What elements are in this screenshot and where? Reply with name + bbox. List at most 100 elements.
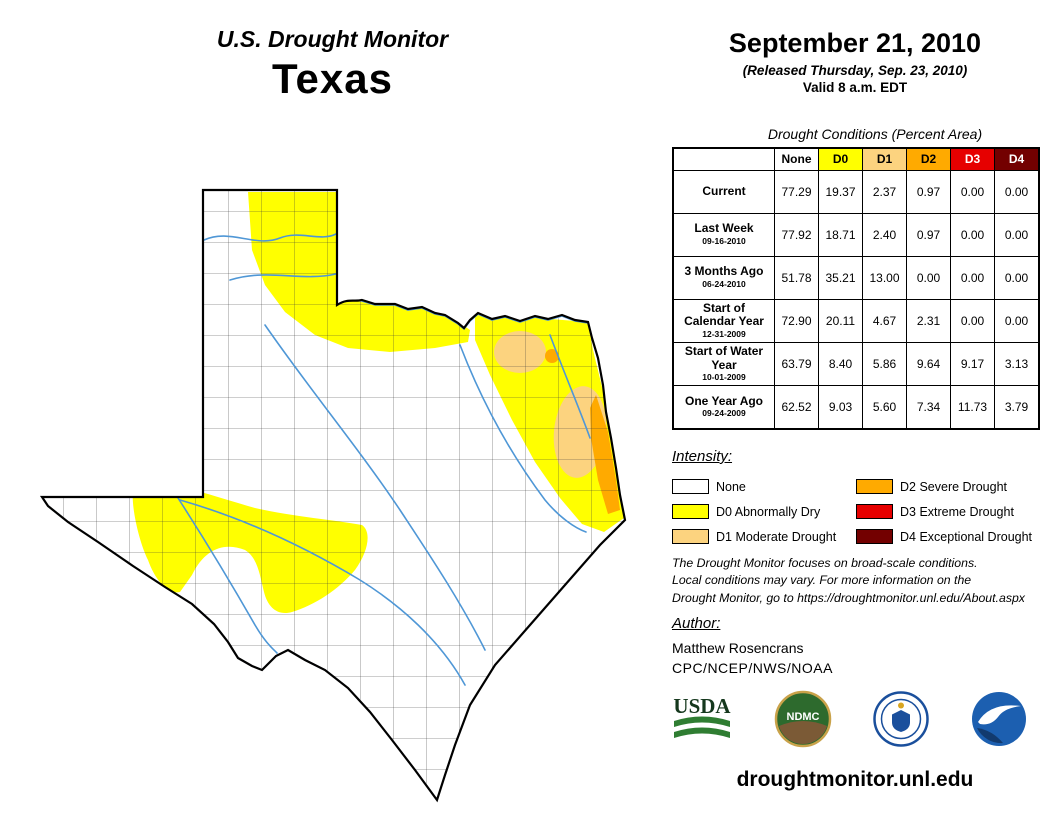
date-block: September 21, 2010 (Released Thursday, S… bbox=[665, 28, 1045, 95]
cell-d2: 7.34 bbox=[906, 385, 951, 430]
legend-item-d1: D1 Moderate Drought bbox=[672, 529, 856, 544]
cell-d4: 3.79 bbox=[994, 385, 1040, 430]
column-header-d4: D4 bbox=[994, 147, 1040, 171]
legend-swatch-none bbox=[672, 479, 709, 494]
author-org: CPC/NCEP/NWS/NOAA bbox=[672, 660, 833, 676]
cell-d3: 9.17 bbox=[950, 341, 995, 387]
legend-label: None bbox=[716, 479, 746, 494]
drought-table: None D0 D1 D2 D3 D4 Current 77.29 19.37 2.37 0.97 0… bbox=[672, 147, 1040, 430]
row-label: Start of Calendar Year 12-31-2009 bbox=[672, 298, 775, 343]
river-pecos bbox=[177, 497, 278, 654]
cell-d1: 5.86 bbox=[862, 341, 907, 387]
row-label: Start of Water Year 10-01-2009 bbox=[672, 341, 775, 387]
legend-item-d2: D2 Severe Drought bbox=[856, 479, 1032, 494]
cell-d3: 11.73 bbox=[950, 385, 995, 430]
legend-label: D2 Severe Drought bbox=[900, 479, 1008, 494]
noaa-logo bbox=[972, 692, 1026, 746]
cell-d3: 0.00 bbox=[950, 169, 995, 214]
disclaimer-line-1: The Drought Monitor focuses on broad-sca… bbox=[672, 556, 978, 570]
cell-none: 51.78 bbox=[774, 255, 819, 300]
cell-none: 63.79 bbox=[774, 341, 819, 387]
cell-d1: 13.00 bbox=[862, 255, 907, 300]
table-row: Current 77.29 19.37 2.37 0.97 0.00 0.00 bbox=[672, 169, 1040, 214]
cell-d2: 2.31 bbox=[906, 298, 951, 343]
column-header-d3: D3 bbox=[950, 147, 995, 171]
cell-d0: 9.03 bbox=[818, 385, 863, 430]
column-header-d0: D0 bbox=[818, 147, 863, 171]
row-label: One Year Ago 09-24-2009 bbox=[672, 385, 775, 430]
release-date: (Released Thursday, Sep. 23, 2010) bbox=[742, 63, 968, 78]
cell-d0: 8.40 bbox=[818, 341, 863, 387]
legend-swatch-d2 bbox=[856, 479, 893, 494]
site-url: droughtmonitor.unl.edu bbox=[736, 768, 974, 791]
legend-grid: None D0 Abnormally Dry D1 Moderate Drought… bbox=[672, 474, 1032, 549]
river-sabine bbox=[549, 334, 591, 439]
row-label: Current bbox=[672, 169, 775, 214]
legend-item-d3: D3 Extreme Drought bbox=[856, 504, 1032, 519]
cell-d0: 20.11 bbox=[818, 298, 863, 343]
cell-d3: 0.00 bbox=[950, 255, 995, 300]
cell-d1: 2.40 bbox=[862, 212, 907, 257]
cell-d4: 0.00 bbox=[994, 212, 1040, 257]
cell-none: 77.29 bbox=[774, 169, 819, 214]
legend-label: D4 Exceptional Drought bbox=[900, 529, 1033, 544]
cell-d3: 0.00 bbox=[950, 298, 995, 343]
cell-none: 77.92 bbox=[774, 212, 819, 257]
usda-logo-text: USDA bbox=[673, 694, 731, 718]
map-title: U.S. Drought Monitor bbox=[216, 26, 449, 52]
legend-item-d0: D0 Abnormally Dry bbox=[672, 504, 856, 519]
river-trinity bbox=[459, 344, 587, 533]
column-header-none: None bbox=[774, 147, 819, 171]
disclaimer-line-3: Drought Monitor, go to https://droughtmo… bbox=[672, 590, 1025, 605]
cell-d2: 0.97 bbox=[906, 212, 951, 257]
cell-d1: 5.60 bbox=[862, 385, 907, 430]
usda-swoosh-bottom bbox=[674, 727, 730, 738]
cell-d0: 19.37 bbox=[818, 169, 863, 214]
legend-swatch-d0 bbox=[672, 504, 709, 519]
cell-d2: 0.97 bbox=[906, 169, 951, 214]
ndmc-logo-text: NDMC bbox=[787, 711, 820, 723]
region-title: Texas bbox=[272, 55, 393, 102]
legend-swatch-d4 bbox=[856, 529, 893, 544]
disclaimer: The Drought Monitor focuses on broad-sca… bbox=[672, 555, 1025, 607]
author-heading: Author: bbox=[672, 615, 721, 632]
cell-d2: 0.00 bbox=[906, 255, 951, 300]
river-canadian bbox=[203, 233, 337, 242]
table-corner-cell bbox=[672, 147, 775, 171]
valid-time: Valid 8 a.m. EDT bbox=[802, 80, 908, 95]
doc-shield-icon bbox=[892, 710, 910, 732]
cell-d3: 0.00 bbox=[950, 212, 995, 257]
table-row: Start of Water Year 10-01-2009 63.79 8.40 5.… bbox=[672, 341, 1040, 387]
legend-label: D1 Moderate Drought bbox=[716, 529, 837, 544]
column-header-d2: D2 bbox=[906, 147, 951, 171]
disclaimer-line-2: Local conditions may vary. For more info… bbox=[672, 573, 972, 588]
noaa-dark-sea bbox=[977, 728, 1003, 744]
texas-outline bbox=[39, 188, 627, 803]
cell-d4: 0.00 bbox=[994, 169, 1040, 214]
texas-map-svg bbox=[39, 188, 627, 803]
legend-label: D3 Extreme Drought bbox=[900, 504, 1014, 519]
dept-of-commerce-seal bbox=[873, 691, 929, 747]
cell-d0: 18.71 bbox=[818, 212, 863, 257]
cell-d2: 9.64 bbox=[906, 341, 951, 387]
cell-d1: 4.67 bbox=[862, 298, 907, 343]
legend-item-d4: D4 Exceptional Drought bbox=[856, 529, 1032, 544]
ndmc-logo: NDMC bbox=[774, 690, 832, 748]
legend-swatch-d3 bbox=[856, 504, 893, 519]
doc-torch-icon bbox=[898, 702, 904, 709]
cell-d0: 35.21 bbox=[818, 255, 863, 300]
county-grid bbox=[42, 190, 625, 800]
report-date: September 21, 2010 bbox=[728, 28, 982, 58]
column-header-d1: D1 bbox=[862, 147, 907, 171]
cell-none: 62.52 bbox=[774, 385, 819, 430]
ndmc-earth bbox=[779, 721, 827, 744]
table-row: Last Week 09-16-2010 77.92 18.71 2.40 0.97 0.0… bbox=[672, 212, 1040, 257]
usda-swoosh-top bbox=[674, 716, 730, 727]
river-colorado bbox=[179, 499, 466, 686]
author-block: Author: Matthew Rosencrans CPC/NCEP/NWS/… bbox=[672, 615, 833, 676]
river-brazos bbox=[264, 324, 486, 651]
row-label: Last Week 09-16-2010 bbox=[672, 212, 775, 257]
logos-row: USDA NDMC bbox=[670, 690, 1028, 748]
legend-swatch-d1 bbox=[672, 529, 709, 544]
